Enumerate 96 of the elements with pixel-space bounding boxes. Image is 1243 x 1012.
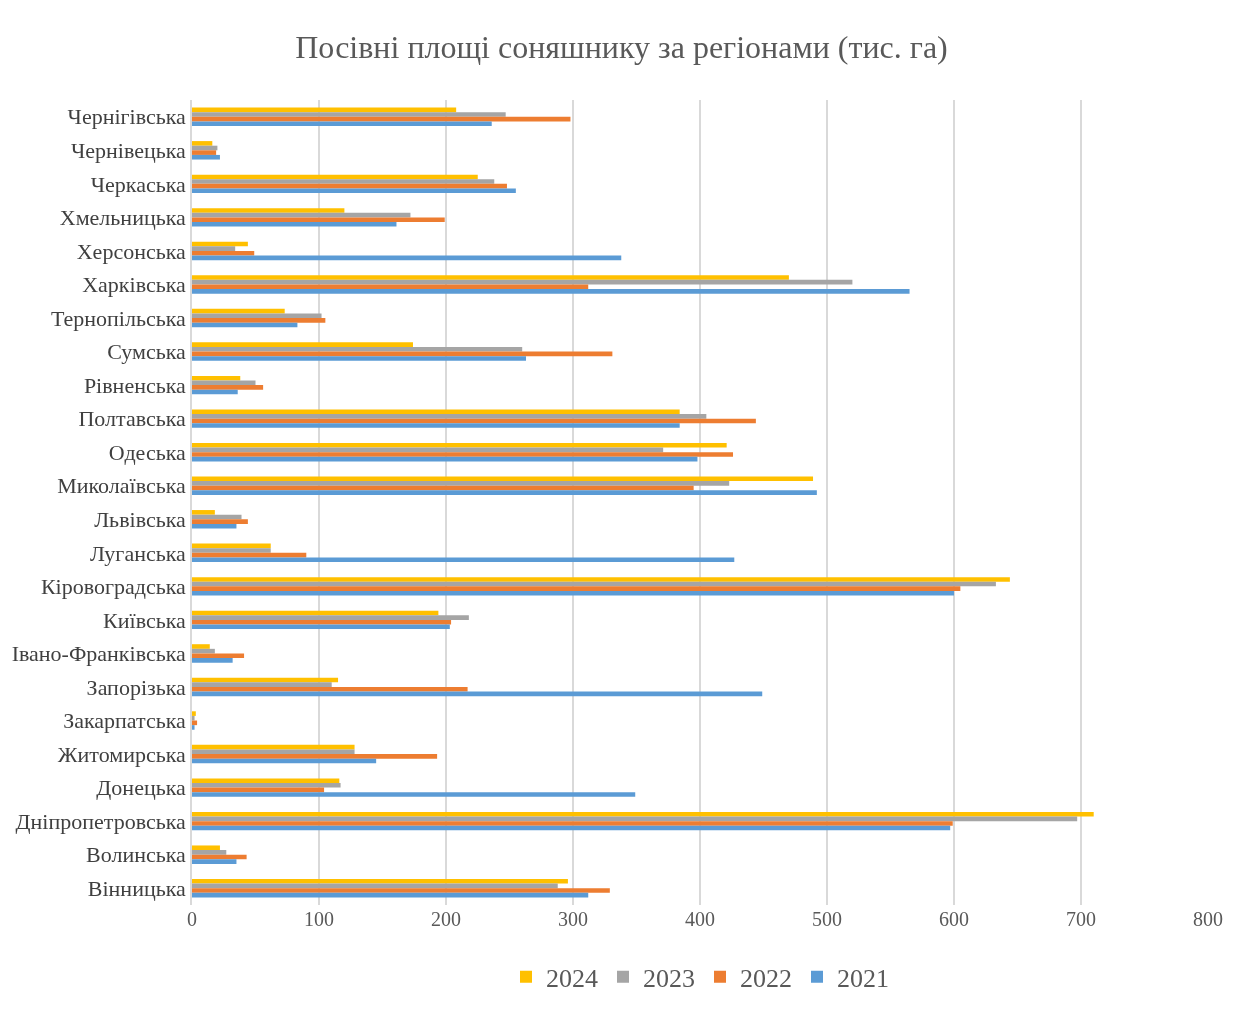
x-tick-label: 100: [304, 908, 334, 930]
bar: [192, 644, 210, 649]
bar: [192, 879, 568, 884]
bar: [192, 250, 255, 256]
bar: [192, 188, 516, 194]
bar: [192, 217, 445, 223]
y-tick-label: Кіровоградська: [40, 574, 187, 600]
y-tick-label: Дніпропетровська: [15, 808, 187, 834]
bar: [192, 590, 954, 596]
y-tick-label: Тернопільська: [50, 305, 187, 331]
bar: [192, 658, 233, 663]
bar: [192, 275, 789, 280]
bar: [192, 141, 213, 146]
bar: [192, 112, 506, 117]
bar: [192, 414, 707, 419]
bar: [192, 442, 727, 448]
bar: [192, 686, 468, 692]
bar: [192, 586, 961, 591]
y-tick-label: Чернігівська: [67, 104, 187, 130]
bar: [192, 385, 264, 390]
bar: [192, 490, 817, 495]
y-tick-label: Чернівецька: [70, 138, 187, 164]
bar: [192, 754, 438, 759]
x-tick-label: 200: [431, 908, 461, 930]
bar: [192, 850, 227, 855]
bar: [192, 792, 636, 797]
bar: [192, 548, 271, 553]
x-tick-label: 700: [1066, 908, 1096, 930]
legend-label: 2021: [837, 963, 889, 993]
y-tick-label: Івано-Франківська: [11, 641, 187, 667]
bar: [192, 715, 195, 721]
bar: [192, 782, 341, 788]
bar: [192, 845, 220, 851]
bar: [192, 313, 322, 319]
x-tick-label: 600: [939, 908, 969, 930]
y-tick-label: Рівненська: [83, 372, 187, 398]
bar: [192, 888, 610, 893]
bar: [192, 121, 492, 126]
y-tick-label: Херсонська: [76, 238, 187, 264]
bar: [192, 208, 345, 213]
legend-label: 2024: [546, 963, 598, 993]
bar: [192, 356, 527, 361]
bar: [192, 653, 245, 659]
bar: [192, 380, 256, 386]
bar: [192, 725, 195, 730]
y-tick-label: Львівська: [94, 506, 187, 532]
x-tick-label: 300: [558, 908, 588, 930]
x-tick-label: 800: [1193, 908, 1223, 930]
bar: [192, 342, 413, 347]
chart-title: Посівні площі соняшнику за регіонами (тис. га): [295, 28, 948, 65]
bar: [192, 821, 953, 826]
bar: [192, 423, 680, 428]
bar: [192, 519, 248, 524]
y-tick-label: Луганська: [89, 540, 187, 566]
y-tick-label: Полтавська: [78, 406, 187, 432]
bar: [192, 246, 236, 251]
y-tick-label: Черкаська: [90, 171, 187, 197]
bar: [192, 682, 332, 687]
x-tick-label: 500: [812, 908, 842, 930]
bar: [192, 749, 355, 755]
bar: [192, 619, 452, 625]
bar: [192, 859, 237, 864]
y-tick-label: Харківська: [82, 272, 187, 298]
x-tick-label: 400: [685, 908, 715, 930]
y-tick-label: Київська: [103, 607, 187, 633]
y-tick-label: Миколаївська: [57, 473, 187, 499]
y-tick-label: Закарпатська: [63, 708, 187, 734]
bar: [192, 811, 1094, 817]
y-tick-label: Одеська: [108, 439, 187, 465]
bar: [192, 179, 495, 184]
bar: [192, 154, 220, 160]
y-tick-label: Сумська: [107, 339, 187, 365]
bar: [192, 452, 734, 457]
bar: [192, 778, 340, 783]
y-tick-label: Волинська: [86, 842, 187, 868]
bar: [192, 318, 326, 323]
bar: [192, 711, 196, 716]
legend-label: 2022: [740, 963, 792, 993]
bar: [192, 150, 217, 155]
bar: [192, 615, 469, 620]
y-tick-label: Донецька: [96, 775, 187, 801]
bar: [192, 481, 730, 486]
bar: [192, 222, 397, 227]
y-tick-label: Житомирська: [57, 741, 187, 767]
bar: [192, 284, 589, 290]
bar: [192, 510, 215, 515]
y-tick-label: Вінницька: [87, 875, 187, 901]
bar: [192, 289, 910, 294]
y-tick-label: Хмельницька: [59, 205, 187, 231]
bar: [192, 557, 735, 563]
bar: [192, 577, 1010, 582]
x-tick-label: 0: [187, 908, 197, 930]
legend-label: 2023: [643, 963, 695, 993]
y-tick-label: Запорізька: [86, 674, 187, 700]
bar: [192, 346, 523, 352]
bar: [192, 409, 680, 415]
